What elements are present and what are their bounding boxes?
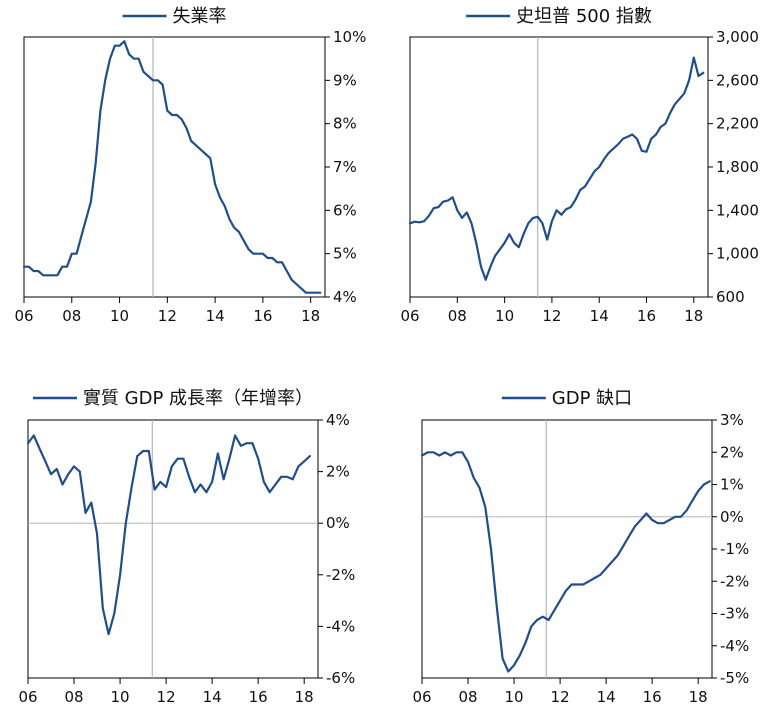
- y-tick-label: 1%: [720, 476, 744, 494]
- legend: 實質 GDP 成長率（年增率）: [32, 388, 313, 409]
- x-tick-label: 08: [448, 307, 467, 325]
- legend: 失業率: [122, 6, 227, 27]
- x-tick-label: 08: [62, 307, 81, 325]
- legend-label: 史坦普 500 指數: [516, 6, 652, 27]
- x-tick-label: 14: [203, 688, 222, 706]
- legend: 史坦普 500 指數: [466, 6, 652, 27]
- y-tick-label: 9%: [333, 71, 357, 89]
- series-line: [408, 56, 705, 281]
- chart-4: 3% 2% 1% 0% -1% -2% -3% -4% -5% 06 08 10 12 14 16 18 GDP…: [412, 388, 749, 706]
- y-tick-label: 5%: [333, 245, 357, 263]
- chart-1: 10% 9% 8% 7% 6% 5% 4% 06 08 10 12 14 16 18 失業率: [14, 6, 366, 325]
- y-tick-label: 4%: [326, 411, 350, 429]
- y-tick-label: -3%: [720, 605, 749, 623]
- x-tick-label: 10: [495, 307, 514, 325]
- series-line: [420, 451, 711, 673]
- y-tick-label: 10%: [333, 28, 366, 46]
- x-tick-label: 12: [551, 688, 570, 706]
- x-tick-label: 12: [542, 307, 561, 325]
- x-tick-label: 14: [590, 307, 609, 325]
- y-tick-label: 6%: [333, 201, 357, 219]
- x-tick-label: 16: [253, 307, 272, 325]
- y-tick-label: 2%: [720, 443, 744, 461]
- y-tick-label: 2,600: [716, 71, 759, 89]
- x-tick-label: 06: [18, 688, 37, 706]
- y-tick-label: -4%: [720, 637, 749, 655]
- y-tick-label: 1,400: [716, 201, 759, 219]
- x-tick-label: 18: [301, 307, 320, 325]
- legend-label: 失業率: [173, 6, 227, 27]
- series-line: [26, 434, 311, 636]
- x-tick-label: 10: [110, 307, 129, 325]
- x-tick-label: 08: [458, 688, 477, 706]
- x-tick-label: 08: [64, 688, 83, 706]
- plot-frame: [27, 419, 319, 679]
- x-tick-label: 18: [684, 307, 703, 325]
- x-tick-label: 10: [505, 688, 524, 706]
- y-tick-label: 1,800: [716, 158, 759, 176]
- y-tick-label: 3,000: [716, 28, 759, 46]
- y-tick-label: 1,000: [716, 245, 759, 263]
- y-tick-label: 0%: [720, 508, 744, 526]
- y-tick-label: 7%: [333, 158, 357, 176]
- x-tick-label: 14: [206, 307, 225, 325]
- legend-label: GDP 缺口: [552, 388, 632, 409]
- y-tick-label: 600: [716, 288, 745, 306]
- chart-3: 4% 2% 0% -2% -4% -6% 06 08 10 12 14 16 18 實質 GDP 成長率（…: [18, 388, 355, 706]
- x-tick-label: 14: [597, 688, 616, 706]
- y-tick-label: 4%: [333, 288, 357, 306]
- y-tick-label: 0%: [326, 514, 350, 532]
- x-tick-label: 06: [412, 688, 431, 706]
- y-tick-label: -2%: [326, 566, 355, 584]
- y-tick-label: 3%: [720, 411, 744, 429]
- y-tick-label: -5%: [720, 669, 749, 687]
- y-tick-label: -4%: [326, 617, 355, 635]
- series-line: [22, 40, 322, 294]
- x-tick-label: 16: [643, 688, 662, 706]
- y-tick-label: -1%: [720, 540, 749, 558]
- x-tick-label: 12: [157, 688, 176, 706]
- x-tick-label: 10: [111, 688, 130, 706]
- x-tick-label: 16: [637, 307, 656, 325]
- legend: GDP 缺口: [501, 388, 632, 409]
- x-tick-label: 12: [158, 307, 177, 325]
- y-tick-label: 2,200: [716, 115, 759, 133]
- x-tick-label: 18: [689, 688, 708, 706]
- x-tick-label: 06: [400, 307, 419, 325]
- y-tick-label: -6%: [326, 669, 355, 687]
- y-tick-label: 8%: [333, 115, 357, 133]
- plot-frame: [409, 36, 709, 298]
- chart-2: 3,000 2,600 2,200 1,800 1,400 1,000 600 06 08 10 1…: [400, 6, 759, 325]
- x-tick-label: 18: [295, 688, 314, 706]
- y-tick-label: 2%: [326, 463, 350, 481]
- x-tick-label: 16: [249, 688, 268, 706]
- x-tick-label: 06: [14, 307, 33, 325]
- legend-label: 實質 GDP 成長率（年增率）: [83, 388, 313, 409]
- y-tick-label: -2%: [720, 572, 749, 590]
